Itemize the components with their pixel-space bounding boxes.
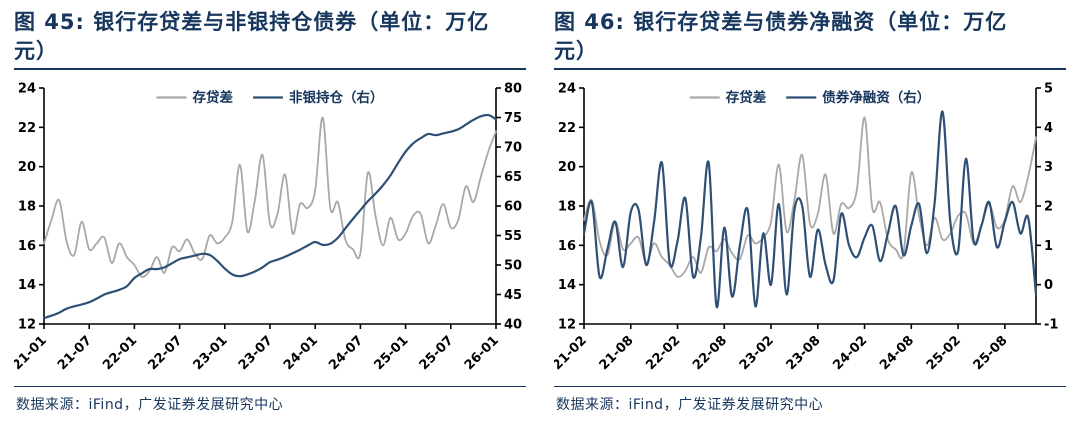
left-y-tick-label: 18: [558, 200, 576, 215]
figure-46-title-rule: [554, 68, 1066, 70]
right-y-tick-label: 5: [1044, 82, 1053, 97]
legend-label: 非银持仓（右）: [289, 89, 384, 106]
x-tick-label: 23-08: [784, 333, 824, 373]
legend-label: 存贷差: [726, 89, 767, 106]
right-y-tick-label: 1: [1044, 239, 1053, 254]
left-y-tick-label: 20: [558, 160, 576, 175]
series-line-0-left: [583, 116, 1037, 278]
left-y-tick-label: 16: [18, 239, 36, 254]
x-tick-label: 24-07: [326, 333, 366, 373]
right-y-tick-label: 60: [504, 200, 522, 215]
figure-46-chart: 12 14 16 18 20 22 24 -1 0 1 2 3 4 5 21-02 21-08 22-02 22-…: [550, 72, 1066, 386]
series-line-1-right: [42, 113, 498, 320]
right-y-tick-label: 4: [1044, 121, 1053, 136]
left-y-tick-label: 20: [18, 160, 36, 175]
legend-label: 债券净融资（右）: [822, 89, 930, 106]
x-tick-label: 25-08: [971, 333, 1011, 373]
x-tick-label: 21-01: [14, 333, 50, 373]
legend: 存贷差 非银持仓（右）: [156, 89, 384, 106]
figure-46: 图 46: 银行存贷差与债券净融资（单位：万亿元） 12 14 16 18 20 22 24…: [540, 0, 1080, 429]
x-tick-label: 21-02: [554, 333, 590, 373]
figure-46-source: 数据来源：iFind，广发证券发展研究中心: [556, 397, 824, 413]
x-tick-label: 21-08: [597, 333, 637, 373]
right-y-tick-label: 0: [1044, 278, 1053, 293]
left-y-tick-label: 12: [558, 318, 576, 333]
x-tick-label: 23-01: [191, 333, 231, 373]
x-tick-label: 25-01: [371, 333, 411, 373]
left-y-tick-label: 22: [18, 121, 36, 136]
left-y-tick-label: 22: [558, 121, 576, 136]
right-y-tick-label: 40: [504, 318, 522, 333]
left-y-tick-label: 24: [18, 82, 36, 97]
line-chart-canvas: 12 14 16 18 20 22 24 40 45 50 55 60 65 70 75 80 21-01 21-…: [10, 82, 522, 374]
left-y-tick-label: 14: [558, 278, 576, 293]
series-line-1-right: [582, 110, 1038, 309]
x-tick-label: 23-02: [737, 333, 777, 373]
axes: [39, 87, 501, 329]
left-y-tick-label: 16: [558, 239, 576, 254]
series-line-0-left: [43, 116, 497, 278]
left-y-tick-label: 24: [558, 82, 576, 97]
right-y-tick-label: 70: [504, 141, 522, 156]
x-tick-label: 25-07: [417, 333, 457, 373]
right-y-tick-label: 50: [504, 259, 522, 274]
x-tick-label: 22-02: [643, 333, 683, 373]
x-tick-label: 21-07: [55, 333, 95, 373]
x-tick-label: 22-01: [100, 333, 140, 373]
figure-45-title-rule: [14, 68, 526, 70]
x-tick-label: 22-08: [690, 333, 730, 373]
x-tick-label: 25-02: [924, 333, 964, 373]
right-y-tick-label: 65: [504, 170, 522, 185]
axis-tick-labels: 12 14 16 18 20 22 24 40 45 50 55 60 65 70 75 80 21-01 21-…: [10, 82, 522, 374]
x-tick-label: 22-07: [145, 333, 185, 373]
x-tick-label: 24-08: [877, 333, 917, 373]
right-y-tick-label: 80: [504, 82, 522, 97]
figure-45-chart: 12 14 16 18 20 22 24 40 45 50 55 60 65 70 75 80 21-01 21-…: [10, 72, 526, 386]
right-y-tick-label: 3: [1044, 160, 1053, 175]
right-y-tick-label: 55: [504, 229, 522, 244]
figure-45-title: 图 45: 银行存贷差与非银持仓债券（单位：万亿元）: [14, 10, 490, 64]
figure-46-source-rule: [554, 386, 1066, 387]
legend-label: 存贷差: [193, 89, 234, 106]
x-tick-label: 26-01: [462, 333, 502, 373]
figure-45-source: 数据来源：iFind，广发证券发展研究中心: [16, 397, 284, 413]
left-y-tick-label: 12: [18, 318, 36, 333]
right-y-tick-label: 2: [1044, 200, 1053, 215]
figure-45-source-rule: [14, 386, 526, 387]
right-y-tick-label: 75: [504, 111, 522, 126]
x-tick-label: 24-02: [830, 333, 870, 373]
axes: [579, 87, 1041, 329]
left-y-tick-label: 18: [18, 200, 36, 215]
figure-45: 图 45: 银行存贷差与非银持仓债券（单位：万亿元） 12 14 16 18 20 22 2…: [10, 10, 526, 413]
left-y-tick-label: 14: [18, 278, 36, 293]
figure-46-title: 图 46: 银行存贷差与债券净融资（单位：万亿元）: [554, 10, 1008, 64]
right-y-tick-label: 45: [504, 288, 522, 303]
x-tick-label: 23-07: [236, 333, 276, 373]
legend: 存贷差 债券净融资（右）: [689, 89, 930, 106]
x-tick-label: 24-01: [281, 333, 321, 373]
right-y-tick-label: -1: [1044, 318, 1058, 333]
